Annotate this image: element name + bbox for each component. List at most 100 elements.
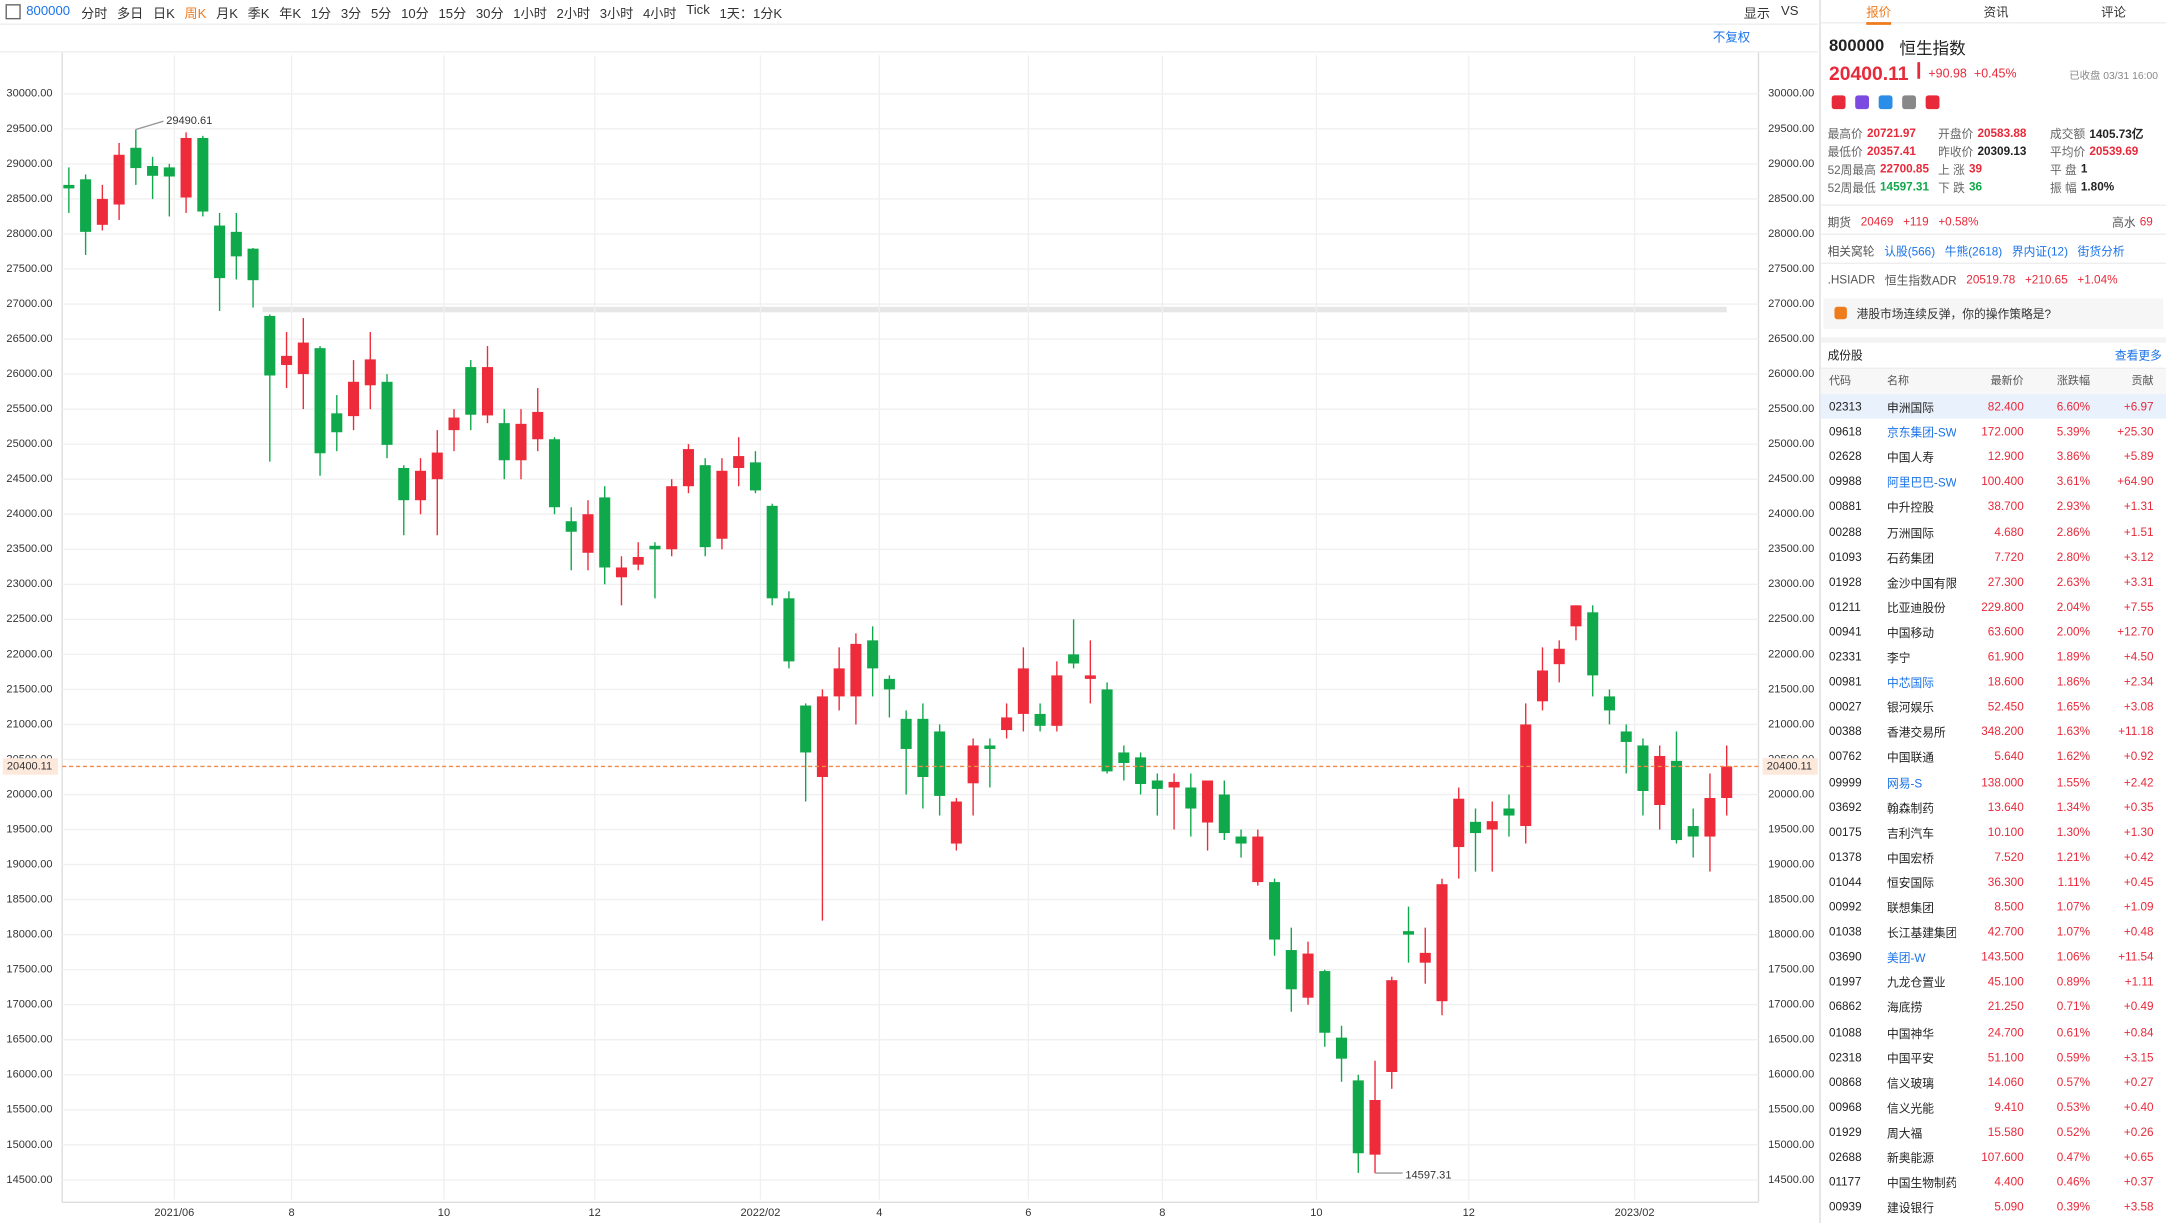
cell-contrib: +0.27 [2123,1074,2154,1089]
quote-panel: 报价 资讯 评论 800000 恒生指数 20400.11 +90.98 +0.45% 已收盘 … [1819,0,2166,1223]
info-item: 20469 [1860,214,1894,229]
cell-name[interactable]: 美团-W [1886,951,1926,965]
period[interactable]: 周K [184,6,207,22]
cell-pct: 1.30% [2056,824,2091,839]
tab[interactable]: 报价 [1866,3,1892,25]
cell-name[interactable]: 李宁 [1886,650,1911,665]
period[interactable]: 4小时 [642,6,677,22]
cell-name[interactable]: 海底捞 [1886,1001,1923,1015]
premium-label: 高水 [2112,215,2136,230]
period[interactable]: 季K [247,6,270,22]
cell-name[interactable]: 九龙仓置业 [1886,976,1946,990]
cell-name[interactable]: 长江基建集团 [1886,926,1957,940]
icon [1925,95,1940,110]
period[interactable]: Tick [686,2,710,18]
cell-name[interactable]: 中国平安 [1886,1051,1934,1065]
cell-code: 00027 [1828,699,1862,714]
candle-body [1319,971,1331,1033]
period[interactable]: 日K [152,6,175,22]
symbol[interactable]: 800000 [26,4,71,20]
divider [1820,204,2166,206]
cell-name[interactable]: 周大福 [1886,1126,1923,1140]
cell-name[interactable]: 新奥能源 [1886,1151,1934,1165]
cell-name[interactable]: 中芯国际 [1886,675,1934,690]
cell-name[interactable]: 信义玻璃 [1886,1076,1934,1090]
cell-code: 01211 [1828,599,1861,614]
period[interactable]: 1小时 [513,6,547,22]
notice[interactable]: 港股市场连续反弹，你的操作策略是? [1856,306,2051,321]
period[interactable]: 15分 [438,6,467,22]
cell-name[interactable]: 中国移动 [1886,625,1934,640]
period[interactable]: 5分 [370,6,392,22]
tab[interactable]: 评论 [2101,5,2126,20]
more[interactable]: 查看更多 [2114,348,2162,363]
icon [1831,95,1846,110]
stat-value: 22700.85 [1880,161,1929,176]
candle-body [1001,717,1013,731]
period[interactable]: 10分 [401,6,429,22]
period[interactable]: 年K [279,6,302,22]
cell-name[interactable]: 翰森制药 [1886,800,1934,815]
notice-icon [1834,306,1847,320]
cell-price: 172.000 [1981,424,2024,439]
candle-body [934,731,946,796]
info-item[interactable]: 街货分析 [2077,244,2125,259]
period[interactable]: 1分 [310,6,332,22]
period[interactable]: 月K [216,6,238,22]
candle-body [1185,787,1197,809]
cell-price: 15.580 [1987,1124,2024,1139]
cell-pct: 2.04% [2056,599,2091,614]
cell-name[interactable]: 吉利汽车 [1886,825,1934,840]
cell-name[interactable]: 中国宏桥 [1886,850,1934,865]
cell-name[interactable]: 中国生物制药 [1886,1176,1957,1190]
cell-price: 27.300 [1987,574,2024,589]
stat-label: 振 幅 [2049,181,2077,195]
cell-name[interactable]: 中国神华 [1886,1026,1934,1040]
cell-name[interactable]: 信义光能 [1886,1101,1934,1115]
cell-name[interactable]: 建设银行 [1886,1201,1934,1215]
stat: 52周最高 22700.85 [1828,162,1929,179]
y-tick-label: 29000.00 [6,158,52,170]
period[interactable]: 3小时 [599,6,634,22]
period[interactable]: 分时 [81,6,108,22]
cell-name[interactable]: 联想集团 [1886,901,1934,915]
adjust[interactable]: 不复权 [1712,30,1751,45]
info-item[interactable]: 牛熊(2618) [1944,244,2003,259]
tab[interactable]: 资讯 [1983,5,2009,20]
cell-name[interactable]: 万洲国际 [1886,525,1934,540]
cell-name[interactable]: 中国联通 [1886,750,1934,765]
x-tick-label: 10 [1310,1207,1322,1219]
x-tick-label: 2023/02 [1615,1207,1655,1219]
drawing-toolbar: 不复权 [0,25,1818,53]
candle-body [1402,931,1415,935]
info-item[interactable]: 认股(566) [1884,244,1936,259]
period[interactable]: 3分 [340,6,362,22]
y-tick-label: 17000.00 [6,999,52,1011]
cell-name[interactable]: 阿里巴巴-SW [1886,475,1957,490]
vs[interactable]: VS [1781,4,1799,20]
cell-name[interactable]: 网易-S [1886,775,1923,790]
cell-name[interactable]: 京东集团-SW [1886,425,1957,440]
cell-name[interactable]: 金沙中国有限公司 [1886,575,1957,590]
y-tick-label: 25000.00 [6,438,52,450]
cell-name[interactable]: 申洲国际 [1886,400,1934,415]
candle-body [1419,952,1431,963]
period[interactable]: 30分 [475,6,504,22]
range[interactable]: 1天：1分K [719,6,783,22]
period[interactable]: 多日 [117,6,144,22]
cell-name[interactable]: 石药集团 [1886,550,1934,565]
y-tick-label-right: 23000.00 [1768,578,1814,590]
display[interactable]: 显示 [1743,6,1770,22]
candle-body [314,348,326,454]
candle-body [230,231,242,257]
cell-name[interactable]: 中国人寿 [1886,450,1934,465]
cell-name[interactable]: 中升控股 [1886,500,1934,515]
cell-name[interactable]: 比亚迪股份 [1886,600,1946,615]
y-tick-label-right: 26000.00 [1768,368,1814,380]
cell-name[interactable]: 恒安国际 [1886,875,1934,890]
info-item[interactable]: 界内证(12) [2011,244,2069,259]
cell-name[interactable]: 银河娱乐 [1886,700,1934,715]
period[interactable]: 2小时 [556,6,591,22]
annotation: 14597.31 [1405,1170,1451,1182]
cell-name[interactable]: 香港交易所 [1886,725,1946,740]
